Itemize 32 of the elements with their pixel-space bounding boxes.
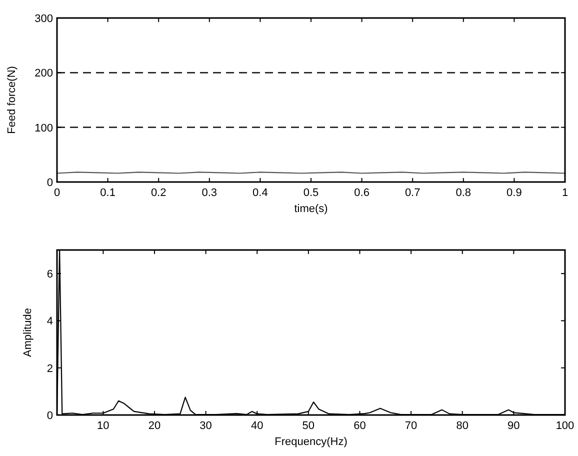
x-tick-label: 20 bbox=[148, 420, 161, 432]
x-tick-label: 0.9 bbox=[506, 187, 522, 199]
x-tick-label: 30 bbox=[200, 420, 212, 432]
x-tick-label: 0.7 bbox=[404, 187, 420, 199]
y-axis-title: Feed force(N) bbox=[6, 66, 18, 134]
x-tick-label: 90 bbox=[508, 420, 520, 432]
y-tick-label: 0 bbox=[46, 410, 53, 422]
x-axis-title: Frequency(Hz) bbox=[274, 436, 348, 448]
x-tick-label: 80 bbox=[456, 420, 468, 432]
x-tick-label: 0.5 bbox=[303, 187, 319, 199]
x-tick-label: 0.8 bbox=[456, 187, 472, 199]
x-tick-label: 1 bbox=[562, 187, 568, 199]
y-tick-label: 0 bbox=[46, 177, 53, 189]
x-tick-label: 40 bbox=[250, 420, 264, 432]
y-tick-label: 6 bbox=[46, 268, 53, 281]
x-tick-label: 70 bbox=[404, 420, 418, 432]
y-tick-label: 4 bbox=[46, 316, 53, 328]
x-tick-label: 0.3 bbox=[202, 187, 218, 199]
y-tick-label: 200 bbox=[34, 68, 53, 80]
x-tick-label: 60 bbox=[354, 420, 366, 432]
x-axis-title: time(s) bbox=[294, 203, 328, 215]
y-tick-label: 100 bbox=[34, 122, 53, 134]
x-tick-label: 100 bbox=[556, 420, 574, 432]
y-tick-label: 2 bbox=[46, 362, 53, 375]
x-tick-label: 0.1 bbox=[100, 187, 116, 199]
x-tick-label: 0.2 bbox=[150, 187, 166, 199]
x-tick-label: 10 bbox=[97, 420, 110, 432]
y-tick-label: 300 bbox=[34, 13, 53, 25]
x-tick-label: 0.6 bbox=[354, 187, 370, 199]
x-tick-label: 50 bbox=[302, 420, 315, 432]
y-axis-title: Amplitude bbox=[22, 308, 34, 357]
x-tick-label: 0.4 bbox=[252, 187, 268, 199]
